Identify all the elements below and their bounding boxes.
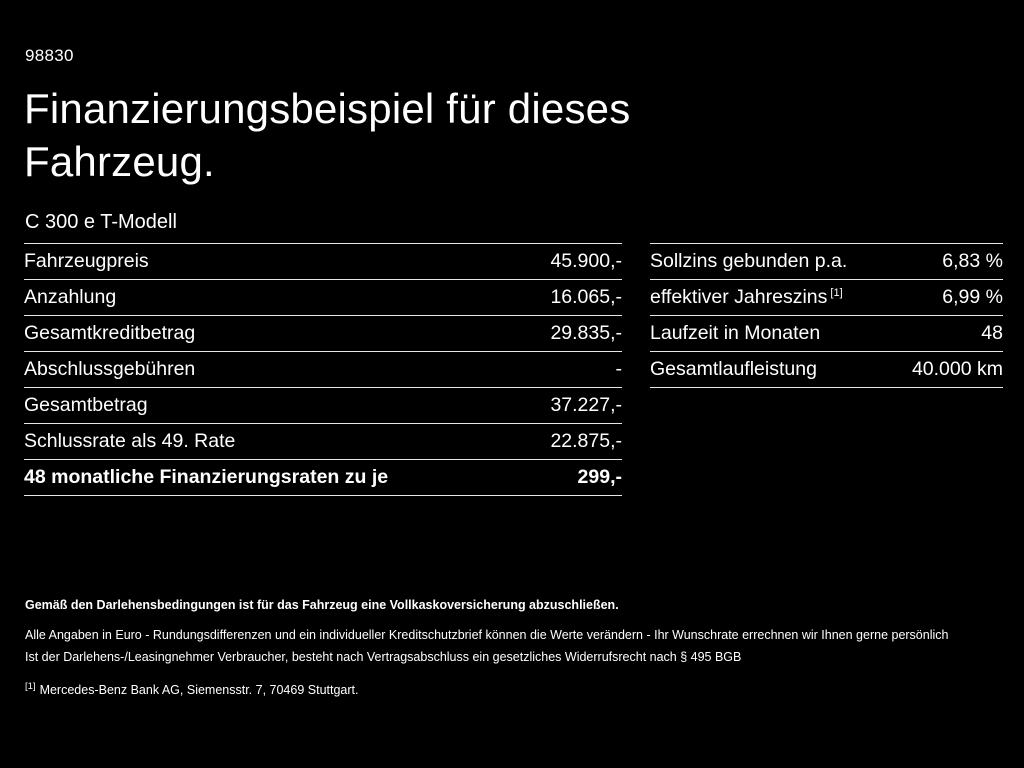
row-value: 45.900,- xyxy=(550,250,622,272)
row-value: 22.875,- xyxy=(550,430,622,452)
row-value: 6,99 % xyxy=(942,286,1003,308)
table-row-laufzeit: Laufzeit in Monaten 48 xyxy=(650,316,1003,352)
table-row-abschlussgebuehren: Abschlussgebühren - xyxy=(24,352,622,388)
table-row-gesamtlaufleistung: Gesamtlaufleistung 40.000 km xyxy=(650,352,1003,388)
row-value: 299,- xyxy=(577,466,622,488)
row-label: Abschlussgebühren xyxy=(24,358,196,380)
row-value: 6,83 % xyxy=(942,250,1003,272)
financing-tables: Fahrzeugpreis 45.900,- Anzahlung 16.065,… xyxy=(24,243,1003,496)
row-value: 37.227,- xyxy=(550,394,622,416)
table-row-gesamtbetrag: Gesamtbetrag 37.227,- xyxy=(24,388,622,424)
page-title: Finanzierungsbeispiel für dieses Fahrzeu… xyxy=(24,82,630,188)
footnote-ref-text: Mercedes-Benz Bank AG, Siemensstr. 7, 70… xyxy=(39,683,359,698)
offer-id: 98830 xyxy=(25,46,74,65)
footnote-euro-note: Alle Angaben in Euro - Rundungsdifferenz… xyxy=(25,628,949,642)
row-label: Laufzeit in Monaten xyxy=(650,322,821,344)
row-label: Gesamtkreditbetrag xyxy=(24,322,196,344)
footnote-bank-reference: [1] Mercedes-Benz Bank AG, Siemensstr. 7,… xyxy=(25,681,985,697)
table-row-monatsrate: 48 monatliche Finanzierungsraten zu je 2… xyxy=(24,460,622,496)
row-label: Gesamtlaufleistung xyxy=(650,358,817,380)
row-label: Anzahlung xyxy=(24,286,117,308)
row-value: 29.835,- xyxy=(550,322,622,344)
vehicle-model: C 300 e T-Modell xyxy=(25,211,177,233)
row-label: effektiver Jahreszins [1] xyxy=(650,286,843,308)
row-value: 40.000 km xyxy=(911,358,1003,380)
table-row-sollzins: Sollzins gebunden p.a. 6,83 % xyxy=(650,244,1003,280)
footnote-marker: [1] xyxy=(830,286,843,299)
page-title-line-2: Fahrzeug. xyxy=(24,138,215,185)
page-title-line-1: Finanzierungsbeispiel für dieses xyxy=(24,85,631,132)
footnote-ref-marker: [1] xyxy=(25,681,36,692)
row-label: Gesamtbetrag xyxy=(24,394,148,416)
row-label: Sollzins gebunden p.a. xyxy=(650,250,848,272)
row-label: Fahrzeugpreis xyxy=(24,250,149,272)
table-row-anzahlung: Anzahlung 16.065,- xyxy=(24,280,622,316)
table-row-effektiver-jahreszins: effektiver Jahreszins [1] 6,99 % xyxy=(650,280,1003,316)
row-label: Schlussrate als 49. Rate xyxy=(24,430,236,452)
row-value: - xyxy=(615,358,623,380)
row-value: 16.065,- xyxy=(550,286,622,308)
financing-table-left: Fahrzeugpreis 45.900,- Anzahlung 16.065,… xyxy=(24,243,622,496)
table-row-schlussrate: Schlussrate als 49. Rate 22.875,- xyxy=(24,424,622,460)
footnote-widerruf-note: Ist der Darlehens-/Leasingnehmer Verbrau… xyxy=(25,649,742,664)
table-row-fahrzeugpreis: Fahrzeugpreis 45.900,- xyxy=(24,244,622,280)
footnote-insurance: Gemäß den Darlehensbedingungen ist für d… xyxy=(25,598,619,612)
row-value: 48 xyxy=(981,322,1003,344)
table-row-gesamtkreditbetrag: Gesamtkreditbetrag 29.835,- xyxy=(24,316,622,352)
row-label: 48 monatliche Finanzierungsraten zu je xyxy=(24,466,389,488)
footnotes: Gemäß den Darlehensbedingungen ist für d… xyxy=(25,598,985,697)
financing-table-right: Sollzins gebunden p.a. 6,83 % effektiver… xyxy=(650,243,1003,388)
